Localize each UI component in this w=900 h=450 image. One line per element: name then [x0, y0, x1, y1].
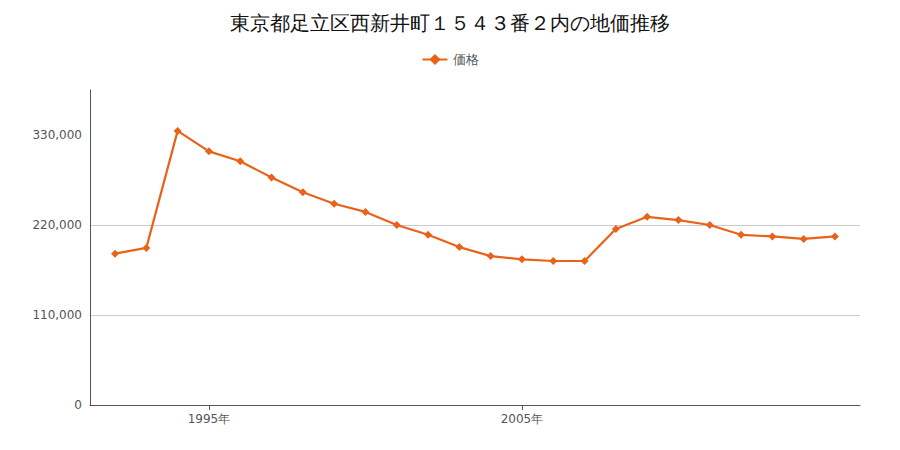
svg-text:330,000: 330,000: [32, 128, 82, 142]
svg-text:1995年: 1995年: [188, 412, 231, 426]
svg-text:東京都足立区西新井町１５４３番２内の地価推移: 東京都足立区西新井町１５４３番２内の地価推移: [230, 11, 670, 35]
svg-text:価格: 価格: [453, 52, 479, 67]
svg-text:0: 0: [74, 398, 82, 412]
svg-text:110,000: 110,000: [32, 308, 82, 322]
svg-text:220,000: 220,000: [32, 218, 82, 232]
svg-text:2005年: 2005年: [501, 412, 544, 426]
